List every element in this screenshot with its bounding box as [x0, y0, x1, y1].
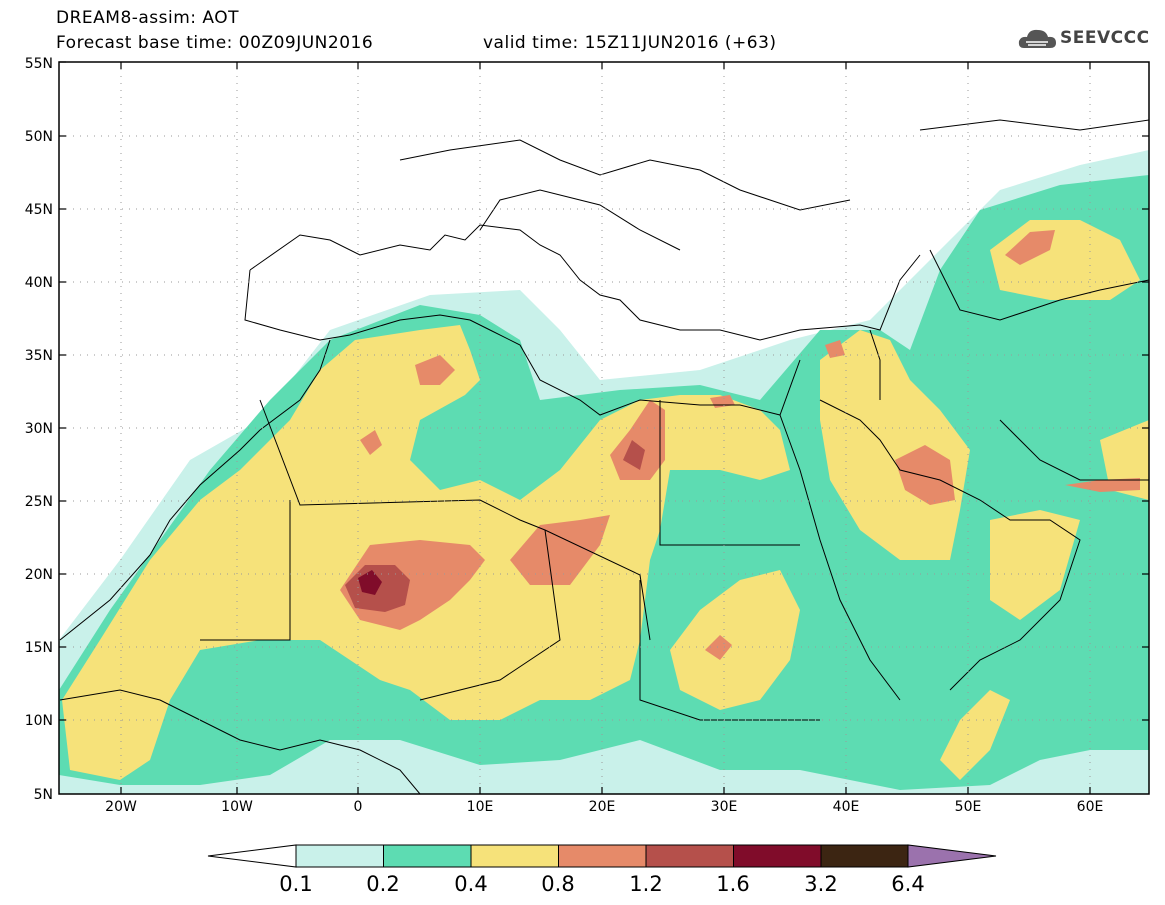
- colorbar-label: 1.6: [716, 872, 749, 896]
- aot-shading: [59, 150, 1149, 794]
- lon-label: 20W: [105, 799, 137, 815]
- colorbar-bin: [470, 844, 559, 868]
- colorbar-label: 0.4: [454, 872, 487, 896]
- colorbar: [207, 844, 997, 868]
- colorbar-label: 3.2: [804, 872, 837, 896]
- lon-label: 10W: [221, 799, 253, 815]
- colorbar-bin: [295, 844, 384, 868]
- colorbar-under-arrow: [207, 844, 297, 868]
- lon-label: 10E: [467, 799, 494, 815]
- cloud-logo-icon: [1018, 29, 1056, 48]
- colorbar-bin: [383, 844, 472, 868]
- longitude-labels: 20W 10W 0 10E 20E 30E 40E 50E 60E: [105, 799, 1103, 815]
- valid-time: valid time: 15Z11JUN2016 (+63): [483, 33, 777, 53]
- colorbar-label: 1.2: [629, 872, 662, 896]
- lat-label: 20N: [25, 567, 53, 583]
- colorbar-bin: [558, 844, 647, 868]
- aot-band-0.8-chad: [510, 515, 610, 585]
- latitude-labels: 55N 50N 45N 40N 35N 30N 25N 20N 15N 10N …: [25, 56, 53, 803]
- coastlines-borders: [59, 119, 1149, 794]
- colorbar-bin: [645, 844, 734, 868]
- aot-band-0.8-levant: [825, 340, 845, 358]
- aot-band-0.8-iran: [1065, 478, 1140, 492]
- aot-band-0.4-yemen: [940, 690, 1010, 780]
- lon-label: 20E: [589, 799, 616, 815]
- aot-band-0.8-algeria-n: [415, 355, 455, 385]
- lat-label: 5N: [34, 787, 53, 803]
- aot-band-0.4-eastafrica: [670, 570, 800, 710]
- aot-band-0.8-algeria-s: [360, 430, 382, 455]
- lat-label: 15N: [25, 640, 53, 656]
- lat-label: 50N: [25, 129, 53, 145]
- lat-label: 10N: [25, 713, 53, 729]
- map-title: DREAM8-assim: AOT: [56, 8, 240, 28]
- aot-band-0.8-sudan: [705, 635, 732, 660]
- colorbar-over-arrow: [907, 844, 997, 868]
- lat-label: 25N: [25, 494, 53, 510]
- lon-label: 50E: [955, 799, 982, 815]
- aot-band-0.8-kazakh: [1005, 230, 1055, 265]
- forecast-base-time: Forecast base time: 00Z09JUN2016: [56, 33, 374, 53]
- colorbar-label: 0.8: [541, 872, 574, 896]
- lon-label: 0: [354, 799, 363, 815]
- aot-band-1.2-libya: [623, 440, 645, 470]
- aot-band-0.8-saudi: [895, 445, 955, 505]
- lon-label: 40E: [833, 799, 860, 815]
- lat-label: 30N: [25, 421, 53, 437]
- logo-text: SEEVCCC: [1060, 28, 1150, 48]
- colorbar-labels: 0.1 0.2 0.4 0.8 1.2 1.6 3.2 6.4: [279, 872, 924, 896]
- colorbar-bin: [733, 844, 822, 868]
- colorbar-bin: [820, 844, 909, 868]
- lon-label: 60E: [1077, 799, 1104, 815]
- graticule: [59, 62, 1149, 794]
- lat-label: 35N: [25, 348, 53, 364]
- lon-label: 30E: [711, 799, 738, 815]
- lat-label: 55N: [25, 56, 53, 72]
- aot-band-0.4-oman: [990, 510, 1080, 620]
- colorbar-label: 0.1: [279, 872, 312, 896]
- lat-label: 40N: [25, 275, 53, 291]
- tick-marks: [59, 61, 1149, 794]
- aot-band-1.6: [358, 570, 382, 595]
- lat-label: 45N: [25, 202, 53, 218]
- colorbar-label: 6.4: [891, 872, 924, 896]
- colorbar-label: 0.2: [366, 872, 399, 896]
